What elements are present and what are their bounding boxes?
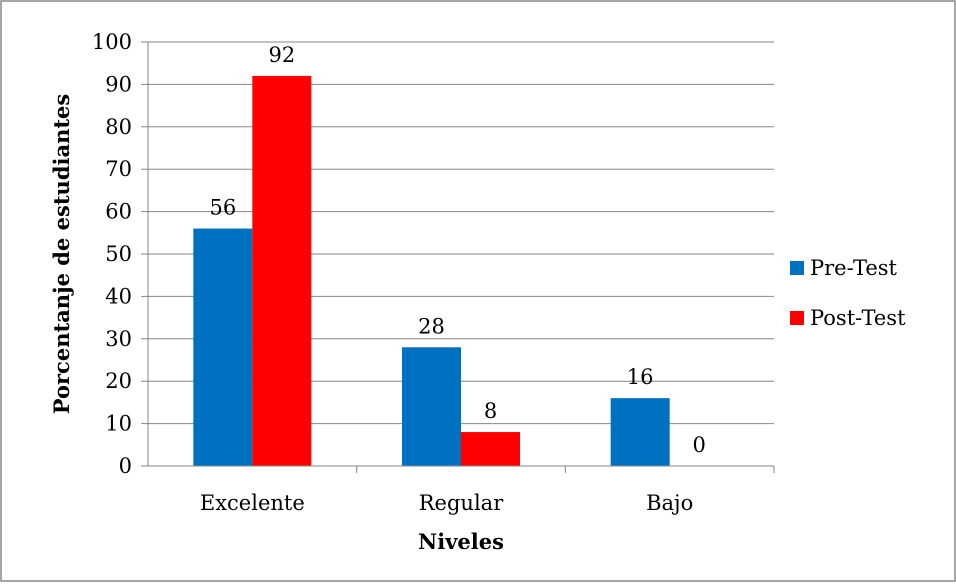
bar-pre-test-excelente — [193, 228, 253, 466]
legend-swatch-pre-test — [790, 261, 804, 275]
y-tick-label: 30 — [105, 327, 132, 351]
y-tick-label: 80 — [105, 115, 132, 139]
bar-post-test-excelente — [252, 75, 312, 467]
data-label: 56 — [209, 196, 236, 220]
x-category-label: Regular — [419, 491, 504, 515]
y-tick-label: 0 — [119, 454, 132, 478]
y-tick-label: 20 — [105, 369, 132, 393]
legend-swatch-post-test — [790, 311, 804, 325]
data-label: 28 — [418, 314, 445, 338]
bars — [193, 75, 670, 467]
x-category-label: Bajo — [646, 491, 693, 515]
data-label: 0 — [692, 433, 705, 457]
data-label: 92 — [268, 43, 295, 67]
legend-label: Pre-Test — [810, 256, 898, 280]
legend-label: Post-Test — [810, 306, 906, 330]
y-tick-label: 40 — [105, 284, 132, 308]
labels: 0 10 20 30 40 50 60 70 80 90 100 56 92 Excelente 28 8 Re… — [49, 30, 706, 554]
bar-post-test-regular — [461, 432, 520, 466]
y-tick-label: 90 — [105, 72, 132, 96]
y-tick-label: 50 — [105, 242, 132, 266]
y-tick-label: 10 — [105, 412, 132, 436]
y-axis-title: Porcentanje de estudiantes — [49, 94, 74, 415]
bar-pre-test-regular — [402, 347, 461, 466]
legend: Pre-Test Post-Test — [790, 256, 906, 330]
axes — [141, 41, 775, 473]
x-axis-title: Niveles — [418, 529, 504, 554]
data-label: 8 — [484, 399, 497, 423]
y-tick-label: 60 — [105, 200, 132, 224]
x-category-label: Excelente — [200, 491, 305, 515]
y-tick-label: 70 — [105, 157, 132, 181]
y-tick-label: 100 — [92, 30, 132, 54]
data-label: 16 — [627, 365, 654, 389]
bar-pre-test-bajo — [610, 398, 670, 466]
